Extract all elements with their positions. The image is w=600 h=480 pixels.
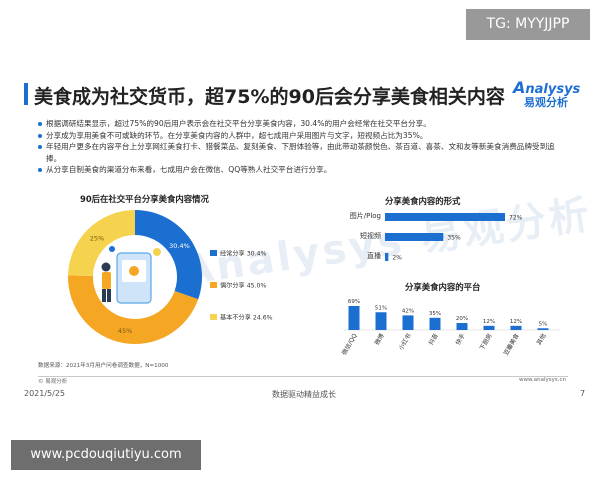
page-date: 2021/5/25 xyxy=(24,389,66,398)
slide-title: 美食成为社交货币，超75%的90后会分享美食相关内容 xyxy=(34,86,505,108)
platform-bar xyxy=(510,325,522,330)
form-value-label: 35% xyxy=(447,235,461,242)
donut-data-label: 30.4% xyxy=(169,242,190,250)
footer-divider xyxy=(38,376,568,377)
footer-url: www.analysys.cn xyxy=(519,377,566,383)
site-url-label: www.pcdouqiutiyu.com xyxy=(11,440,201,470)
platform-bar xyxy=(537,328,549,330)
form-chart-title: 分享美食内容的形式 xyxy=(385,196,461,206)
form-category-label: 图片/Plog xyxy=(350,211,381,220)
page-slogan: 数据驱动精益成长 xyxy=(272,390,336,399)
platform-category-label: 快手 xyxy=(454,332,467,346)
bullet-item: 年轻用户更多在内容平台上分享网红美食打卡、猎餐菜品、复刻美食、下厨体验等，由此带… xyxy=(38,141,558,164)
platform-category-label: 豆瓣美食 xyxy=(502,332,521,357)
data-source-note: 数据来源：2021年3月用户问卷调查数据，N=1000 xyxy=(38,363,169,369)
form-category-label: 短视频 xyxy=(360,231,381,240)
platform-bar xyxy=(483,325,495,330)
form-category-label: 直播 xyxy=(367,251,381,260)
platform-bar xyxy=(429,317,441,330)
platform-bar xyxy=(402,315,414,330)
platform-category-label: 小红书 xyxy=(397,332,413,352)
title-accent-bar xyxy=(24,83,28,105)
form-bar-chart: 图片/Plog 72% 短视频 35% 直播 2% xyxy=(350,211,523,262)
form-value-label: 2% xyxy=(392,255,402,262)
platform-bar xyxy=(375,312,387,330)
platform-value-label: 12% xyxy=(510,319,522,325)
bullet-item: 分享成为享用美食不可或缺的环节。在分享美食内容的人群中，超七成用户采用图片与文字… xyxy=(38,130,558,142)
logo-a-glyph: A xyxy=(513,78,526,97)
footer-brand: © 易观分析 xyxy=(38,379,68,385)
donut-slice xyxy=(67,275,199,344)
logo-text-cn: 易观分析 xyxy=(524,96,568,109)
bullet-item: 从分享自制美食的渠道分布来看，七成用户会在微信、QQ等熟人社交平台进行分享。 xyxy=(38,164,558,176)
platform-category-label: 抖音 xyxy=(427,332,440,346)
page-number: 7 xyxy=(580,389,586,398)
bullet-item: 根据调研结果显示，超过75%的90后用户表示会在社交平台分享美食内容，30.4%… xyxy=(38,118,558,130)
legend-label: 基本不分享 24.6% xyxy=(220,314,273,322)
platform-bar xyxy=(348,306,360,330)
donut-chart-title: 90后在社交平台分享美食内容情况 xyxy=(80,194,209,204)
form-bar xyxy=(385,213,505,221)
donut-chart: 30.4% 45% 25% 经常分享 30.4% 偶尔分享 45.0% 基本不分享 24… xyxy=(67,210,273,344)
platform-value-label: 5% xyxy=(539,321,548,327)
tg-label: TG: MYYJJPP xyxy=(466,9,590,40)
donut-slice xyxy=(135,210,202,300)
platform-value-label: 20% xyxy=(456,316,468,322)
form-bar xyxy=(385,253,389,261)
legend-label: 偶尔分享 45.0% xyxy=(220,282,266,290)
logo-text-en: nalysys xyxy=(525,82,581,97)
legend-swatch xyxy=(210,250,217,256)
brand-logo: Analysys xyxy=(513,78,580,97)
bullet-list: 根据调研结果显示，超过75%的90后用户表示会在社交平台分享美食内容，30.4%… xyxy=(38,118,558,176)
platform-category-label: 微博 xyxy=(373,332,386,346)
form-bar xyxy=(385,233,444,241)
platform-chart-title: 分享美食内容的平台 xyxy=(405,282,481,292)
platform-category-label: 微信/QQ xyxy=(340,332,359,357)
platform-category-label: 其他 xyxy=(535,332,548,346)
platform-value-label: 42% xyxy=(402,308,414,314)
legend-label: 经常分享 30.4% xyxy=(220,250,266,258)
platform-bar-chart: 69% 微信/QQ 51% 微博 42% 小红书 35% 抖音 20% 快手 12% 下厨房 12% 豆瓣… xyxy=(340,299,560,357)
form-value-label: 72% xyxy=(509,215,523,222)
platform-value-label: 35% xyxy=(429,311,441,317)
platform-category-label: 下厨房 xyxy=(478,332,494,352)
donut-data-label: 45% xyxy=(118,327,132,335)
legend-swatch xyxy=(210,314,217,320)
person-phone-illustration xyxy=(101,246,161,304)
donut-slice xyxy=(68,210,135,276)
donut-data-label: 25% xyxy=(90,234,104,242)
platform-bar xyxy=(456,323,468,330)
legend-swatch xyxy=(210,282,217,288)
platform-value-label: 12% xyxy=(483,319,495,325)
platform-value-label: 69% xyxy=(348,299,360,305)
platform-value-label: 51% xyxy=(375,305,387,311)
